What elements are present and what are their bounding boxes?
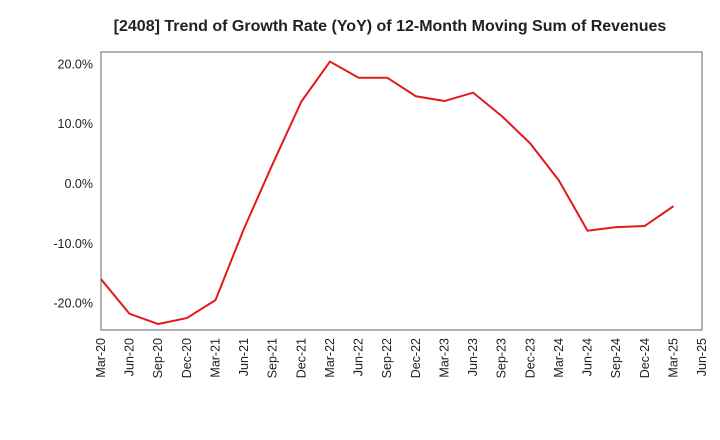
x-tick-label: Mar-22: [323, 338, 337, 378]
x-tick-label: Mar-24: [552, 338, 566, 378]
x-tick-label: Mar-25: [666, 338, 680, 378]
x-tick-label: Jun-22: [352, 338, 366, 376]
plot-frame: [100, 51, 703, 331]
x-tick-label: Dec-24: [638, 338, 652, 378]
x-tick-label: Mar-20: [94, 338, 108, 378]
y-tick-label: 20.0%: [58, 57, 93, 71]
x-tick-label: Mar-23: [437, 338, 451, 378]
x-tick-label: Sep-20: [151, 338, 165, 378]
x-tick-label: Dec-23: [523, 338, 537, 378]
x-tick-label: Jun-21: [237, 338, 251, 376]
y-tick-label: 10.0%: [58, 117, 93, 131]
x-tick-label: Sep-23: [495, 338, 509, 378]
y-tick-label: 0.0%: [65, 177, 94, 191]
x-tick-label: Sep-21: [266, 338, 280, 378]
x-tick-label: Mar-21: [208, 338, 222, 378]
x-tick-label: Jun-20: [123, 338, 137, 376]
series-line: [100, 60, 674, 326]
x-tick-label: Dec-22: [409, 338, 423, 378]
x-tick-label: Dec-20: [180, 338, 194, 378]
x-tick-label: Sep-24: [609, 338, 623, 378]
y-tick-label: -20.0%: [53, 297, 93, 311]
x-tick-label: Sep-22: [380, 338, 394, 378]
x-tick-label: Jun-25: [695, 338, 709, 376]
x-tick-label: Jun-24: [581, 338, 595, 376]
x-tick-label: Dec-21: [294, 338, 308, 378]
x-tick-label: Jun-23: [466, 338, 480, 376]
series: [100, 60, 674, 326]
tick-labels: Mar-20 Jun-20 Sep-20 Dec-20 Mar-21 Jun-21 Sep-…: [53, 57, 709, 378]
chart-title: [2408] Trend of Growth Rate (YoY) of 12-…: [114, 18, 667, 35]
y-tick-label: -10.0%: [53, 237, 93, 251]
axes: [100, 51, 703, 331]
